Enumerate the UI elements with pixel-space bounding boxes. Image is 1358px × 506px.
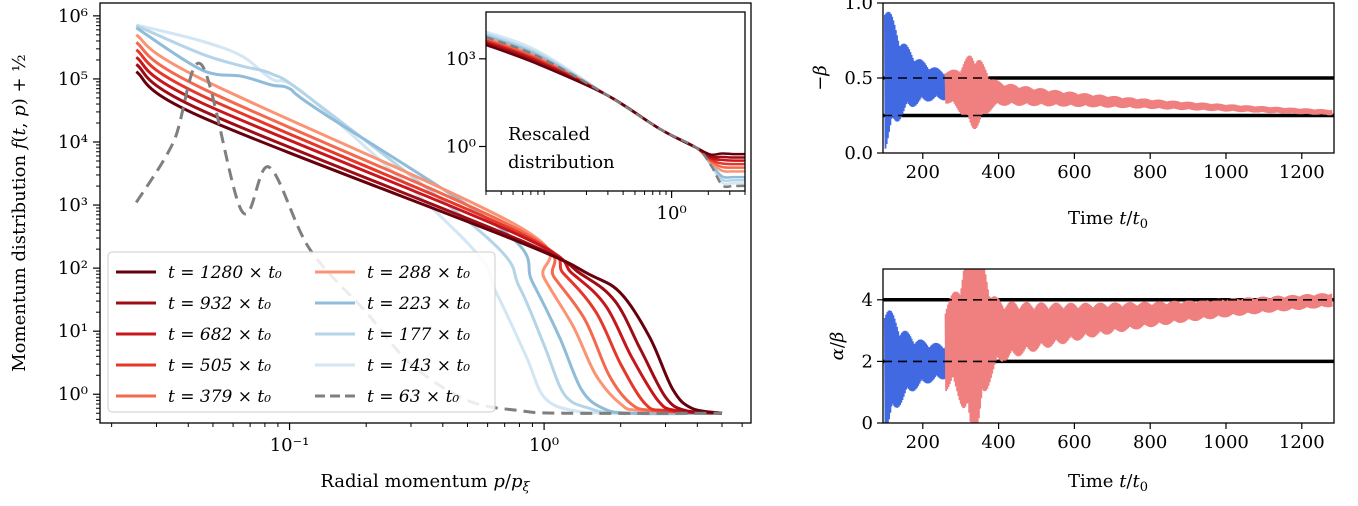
main-curves (135, 23, 723, 416)
main-y-tick-label: 10¹ (58, 321, 88, 342)
inset-x-tick-label: 10⁰ (657, 203, 687, 224)
beta-x-tick-label: 1000 (1203, 162, 1249, 183)
main-x-tick-label: 10⁻¹ (270, 435, 310, 456)
inset-y-tick-label: 10⁰ (446, 136, 476, 157)
legend-label: t = 143 × t₀ (367, 356, 470, 376)
legend-label: t = 932 × t₀ (168, 294, 271, 314)
main-x-tick-label: 10⁰ (529, 435, 559, 456)
legend: t = 1280 × t₀ t = 932 × t₀ t = 682 × t₀ t =… (107, 251, 496, 413)
series-line-3 (135, 48, 723, 415)
beta-series-0 (884, 11, 947, 149)
series-line-7 (135, 24, 723, 416)
alpha-beta-y-tick-label: 2 (862, 351, 873, 372)
legend-label: t = 682 × t₀ (168, 325, 271, 345)
series-line-2 (135, 56, 723, 415)
main-chart-panel: 10⁻¹ 10⁰ 10⁰ 10¹ 10² 10³ 10⁴ 10⁵ 10⁶ Radial mome… (9, 2, 752, 495)
alpha-beta-axis-ticks: 200 400 600 800 1000 1200 0 2 4 (862, 290, 1325, 453)
inset-axis-ticks: 10⁰ 10⁰ 10³ (446, 49, 746, 224)
inset-series-line-9 (486, 36, 745, 189)
series-line-1 (135, 63, 723, 415)
legend-label: t = 63 × t₀ (367, 387, 459, 407)
series-line-5 (135, 33, 723, 415)
alpha-beta-y-tick-label: 4 (862, 290, 873, 311)
legend-label: t = 379 × t₀ (168, 387, 271, 407)
alpha-beta-plot-frame (882, 268, 1335, 424)
alpha-beta-x-tick-label: 600 (1057, 432, 1091, 453)
alpha-beta-x-tick-label: 800 (1133, 432, 1167, 453)
alpha-beta-series (883, 269, 1334, 423)
series-line-4 (135, 41, 723, 415)
beta-x-tick-label: 200 (906, 162, 940, 183)
beta-y-tick-label: 0.5 (844, 68, 873, 89)
beta-y-tick-label: 1.0 (844, 0, 873, 14)
alpha-beta-y-axis-label: α/β (827, 332, 848, 361)
main-plot-frame (99, 2, 752, 424)
alpha-beta-x-axis-label: Time t/t0 (1068, 471, 1148, 495)
main-y-tick-label: 10⁴ (58, 132, 88, 153)
beta-x-tick-label: 600 (1057, 162, 1091, 183)
beta-series (883, 11, 1334, 149)
beta-axis-ticks: 200 400 600 800 1000 1200 0.0 0.5 1.0 (844, 0, 1324, 183)
main-axis-ticks: 10⁻¹ 10⁰ 10⁰ 10¹ 10² 10³ 10⁴ 10⁵ 10⁶ (58, 6, 743, 456)
legend-label: t = 223 × t₀ (367, 294, 470, 314)
beta-y-axis-label: −β (810, 65, 831, 91)
alpha-beta-x-tick-label: 200 (906, 432, 940, 453)
inset-title-line2: distribution (508, 152, 615, 173)
alpha-beta-series-0 (884, 310, 947, 423)
alpha-beta-x-tick-label: 400 (981, 432, 1015, 453)
inset-frame (485, 11, 746, 192)
main-y-tick-label: 10⁶ (58, 6, 88, 27)
beta-series-1 (944, 55, 1333, 130)
beta-x-tick-label: 400 (981, 162, 1015, 183)
main-y-axis-label: Momentum distribution f(t, p) + ½ (9, 54, 30, 372)
beta-x-axis-label: Time t/t0 (1068, 208, 1148, 232)
main-y-tick-label: 10² (58, 258, 88, 279)
beta-x-tick-label: 800 (1133, 162, 1167, 183)
inset-title-line1: Rescaled (508, 124, 590, 145)
alpha-beta-series-1 (944, 269, 1333, 423)
beta-y-tick-label: 0.0 (844, 143, 873, 164)
main-y-tick-label: 10⁵ (58, 69, 88, 90)
series-line-0 (135, 70, 723, 415)
main-x-axis-label: Radial momentum p/pξ (320, 471, 530, 495)
beta-x-tick-label: 1200 (1279, 162, 1325, 183)
alpha-beta-panel: 200 400 600 800 1000 1200 0 2 4 Time t/t0 α/β (827, 268, 1335, 495)
alpha-beta-x-tick-label: 1000 (1203, 432, 1249, 453)
legend-label: t = 288 × t₀ (367, 263, 470, 283)
main-y-tick-label: 10³ (58, 195, 88, 216)
inset-chart: 10⁰ 10⁰ 10³ Rescaled distribution (446, 11, 746, 224)
main-y-tick-label: 10⁰ (58, 384, 88, 405)
inset-y-tick-label: 10³ (446, 49, 476, 70)
legend-label: t = 177 × t₀ (367, 325, 470, 345)
legend-label: t = 505 × t₀ (168, 356, 271, 376)
inset-curves (486, 30, 745, 189)
legend-label: t = 1280 × t₀ (168, 263, 282, 283)
alpha-beta-y-tick-label: 0 (862, 413, 873, 434)
alpha-beta-x-tick-label: 1200 (1279, 432, 1325, 453)
legend-box (107, 251, 496, 413)
